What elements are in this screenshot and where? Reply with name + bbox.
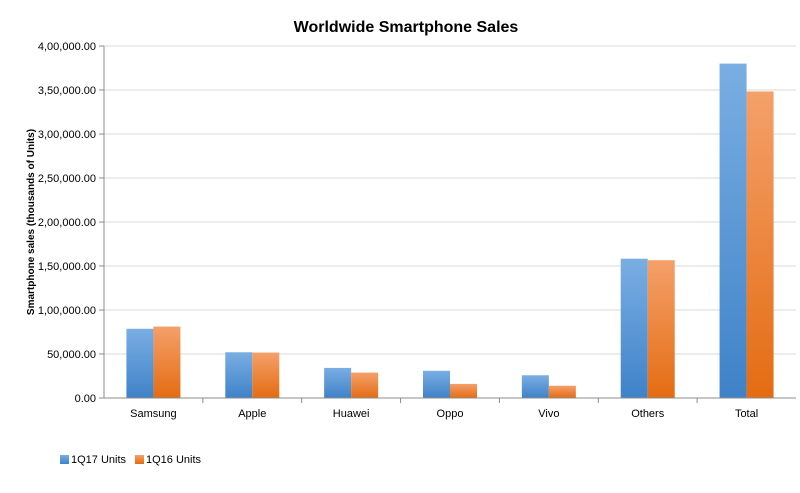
bar-vivo-series-2 <box>548 385 576 398</box>
bar-samsung-series-2 <box>153 326 181 398</box>
legend-swatch <box>135 455 144 464</box>
bar-vivo-series-1 <box>521 375 549 398</box>
y-tick-label: 50,000.00 <box>47 349 96 361</box>
y-tick-label: 3,50,000.00 <box>38 85 96 97</box>
chart-title: Worldwide Smartphone Sales <box>294 19 519 36</box>
x-axis-ticks: Samsung Apple Huawei Oppo Vivo Others Total <box>130 398 758 420</box>
bar-total-series-2 <box>746 91 774 398</box>
y-tick-label: 3,00,000.00 <box>38 129 96 141</box>
legend-label: 1Q17 Units <box>71 454 127 466</box>
y-tick-label: 0.00 <box>75 393 96 405</box>
bar-oppo-series-2 <box>450 383 477 398</box>
bars <box>126 63 774 398</box>
bar-apple-series-1 <box>225 352 253 398</box>
bar-huawei-series-2 <box>351 372 379 398</box>
y-tick-label: 1,50,000.00 <box>38 261 96 273</box>
y-tick-label: 4,00,000.00 <box>38 41 96 53</box>
x-tick-label: Apple <box>238 408 266 420</box>
bar-huawei-series-1 <box>324 367 352 398</box>
y-tick-label: 2,50,000.00 <box>38 173 96 185</box>
bar-apple-series-2 <box>252 352 280 398</box>
x-tick-label: Huawei <box>333 408 370 420</box>
axes <box>103 46 796 399</box>
legend: 1Q17 Units 1Q16 Units <box>60 454 202 466</box>
bar-others-series-1 <box>620 258 648 398</box>
bar-others-series-2 <box>647 260 675 398</box>
x-tick-label: Others <box>631 408 665 420</box>
legend-swatch <box>60 455 69 464</box>
y-axis-title: Smartphone sales (thousands of Units) <box>26 129 37 315</box>
bar-samsung-series-1 <box>126 328 154 398</box>
x-tick-label: Samsung <box>130 408 176 420</box>
y-axis-ticks: 0.00 50,000.00 1,00,000.00 1,50,000.00 2,00,… <box>38 41 104 405</box>
y-tick-label: 1,00,000.00 <box>38 305 96 317</box>
y-tick-label: 2,00,000.00 <box>38 217 96 229</box>
bar-oppo-series-1 <box>423 370 450 398</box>
gridlines <box>104 45 796 355</box>
x-tick-label: Oppo <box>437 408 464 420</box>
bar-total-series-1 <box>719 63 747 398</box>
legend-label: 1Q16 Units <box>146 454 202 466</box>
x-tick-label: Vivo <box>538 408 559 420</box>
x-tick-label: Total <box>735 408 758 420</box>
